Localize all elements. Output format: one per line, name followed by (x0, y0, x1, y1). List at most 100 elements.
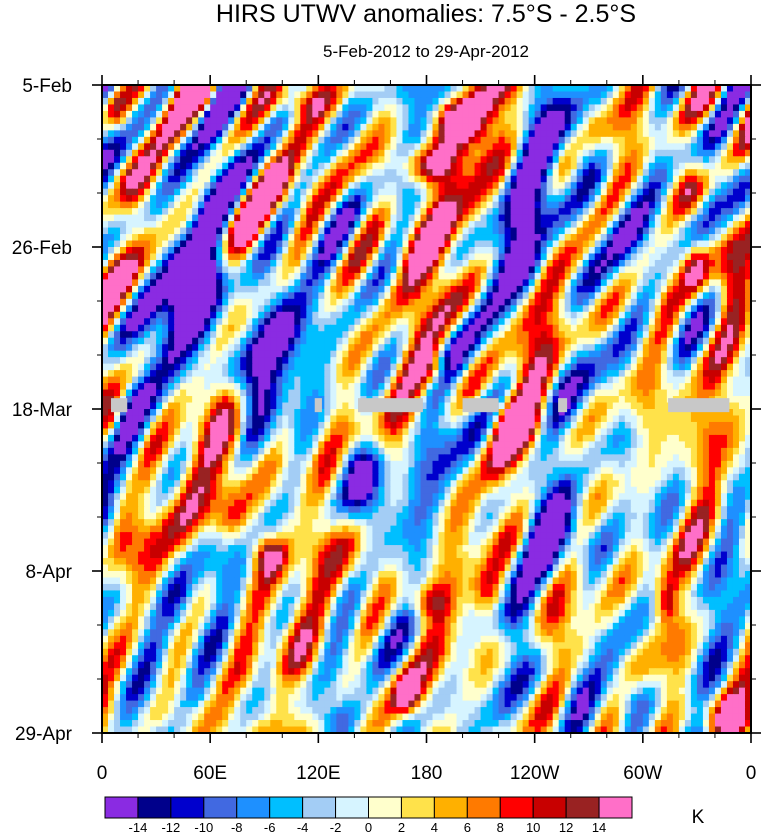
field-cell (438, 156, 446, 164)
field-cell (114, 292, 121, 300)
field-cell (306, 285, 313, 293)
field-cell (300, 247, 307, 255)
field-cell (636, 143, 644, 151)
field-cell (186, 214, 193, 222)
field-cell (468, 318, 476, 326)
field-cell (648, 350, 656, 358)
field-cell (270, 234, 277, 242)
field-cell (732, 195, 740, 203)
field-cell (672, 91, 680, 99)
field-cell (594, 370, 602, 378)
field-cell (630, 279, 638, 287)
field-cell (468, 91, 476, 99)
field-cell (276, 117, 283, 125)
field-cell (204, 91, 211, 99)
field-cell (660, 324, 668, 332)
field-cell (300, 156, 307, 164)
field-cell (606, 285, 614, 293)
field-cell (486, 182, 494, 190)
field-cell (450, 221, 458, 229)
field-cell (156, 227, 163, 235)
field-cell (654, 324, 662, 332)
field-cell (498, 130, 506, 138)
field-cell (246, 298, 253, 306)
field-cell (240, 318, 247, 326)
field-cell (678, 188, 686, 196)
field-cell (738, 110, 746, 118)
field-cell (660, 253, 668, 261)
field-cell (438, 97, 446, 106)
field-cell (138, 344, 145, 352)
field-cell (582, 292, 590, 300)
field-cell (462, 234, 470, 242)
field-cell (492, 195, 500, 203)
field-cell (324, 227, 331, 235)
field-cell (564, 162, 572, 170)
field-cell (426, 156, 434, 164)
field-cell (576, 85, 584, 93)
field-cell (270, 149, 277, 157)
field-cell (456, 370, 464, 378)
field-cell (420, 91, 428, 99)
field-cell (108, 370, 115, 378)
field-cell (390, 311, 398, 319)
field-cell (582, 324, 590, 332)
field-cell (462, 104, 470, 112)
field-cell (444, 195, 452, 203)
field-cell (312, 292, 319, 300)
field-cell (186, 117, 193, 125)
field-cell (600, 97, 608, 106)
field-cell (264, 350, 271, 358)
field-cell (480, 285, 488, 293)
field-cell (180, 279, 187, 287)
field-cell (348, 123, 355, 131)
field-cell (732, 370, 740, 378)
field-cell (252, 117, 259, 125)
field-cell (210, 162, 217, 170)
field-cell (582, 376, 590, 384)
field-cell (456, 318, 464, 326)
field-cell (630, 272, 638, 280)
field-cell (588, 318, 596, 326)
field-cell (654, 169, 662, 177)
field-cell (588, 357, 596, 365)
field-cell (102, 123, 109, 131)
field-cell (390, 182, 398, 190)
field-cell (744, 156, 752, 164)
field-cell (318, 318, 325, 326)
field-cell (342, 344, 349, 352)
field-cell (720, 143, 728, 151)
field-cell (264, 337, 271, 345)
field-cell (414, 227, 422, 235)
field-cell (546, 240, 554, 248)
field-cell (492, 272, 500, 280)
field-cell (282, 195, 289, 203)
field-cell (480, 272, 488, 280)
field-cell (198, 169, 205, 177)
field-cell (558, 188, 566, 196)
field-cell (318, 104, 325, 112)
field-cell (582, 208, 590, 216)
field-cell (684, 337, 692, 345)
field-cell (120, 247, 127, 255)
field-cell (438, 253, 446, 261)
field-cell (504, 266, 512, 274)
field-cell (558, 143, 566, 151)
field-cell (132, 136, 139, 144)
field-cell (402, 337, 410, 345)
field-cell (612, 97, 620, 106)
field-cell (510, 305, 518, 313)
field-cell (156, 97, 163, 106)
field-cell (246, 279, 253, 287)
field-cell (270, 266, 277, 274)
field-cell (564, 130, 572, 138)
field-cell (120, 240, 127, 248)
field-cell (294, 188, 301, 196)
field-cell (330, 318, 337, 326)
field-cell (216, 130, 223, 138)
field-cell (726, 272, 734, 280)
field-cell (102, 97, 109, 106)
field-cell (414, 370, 422, 378)
field-cell (330, 97, 337, 106)
field-cell (690, 337, 698, 345)
